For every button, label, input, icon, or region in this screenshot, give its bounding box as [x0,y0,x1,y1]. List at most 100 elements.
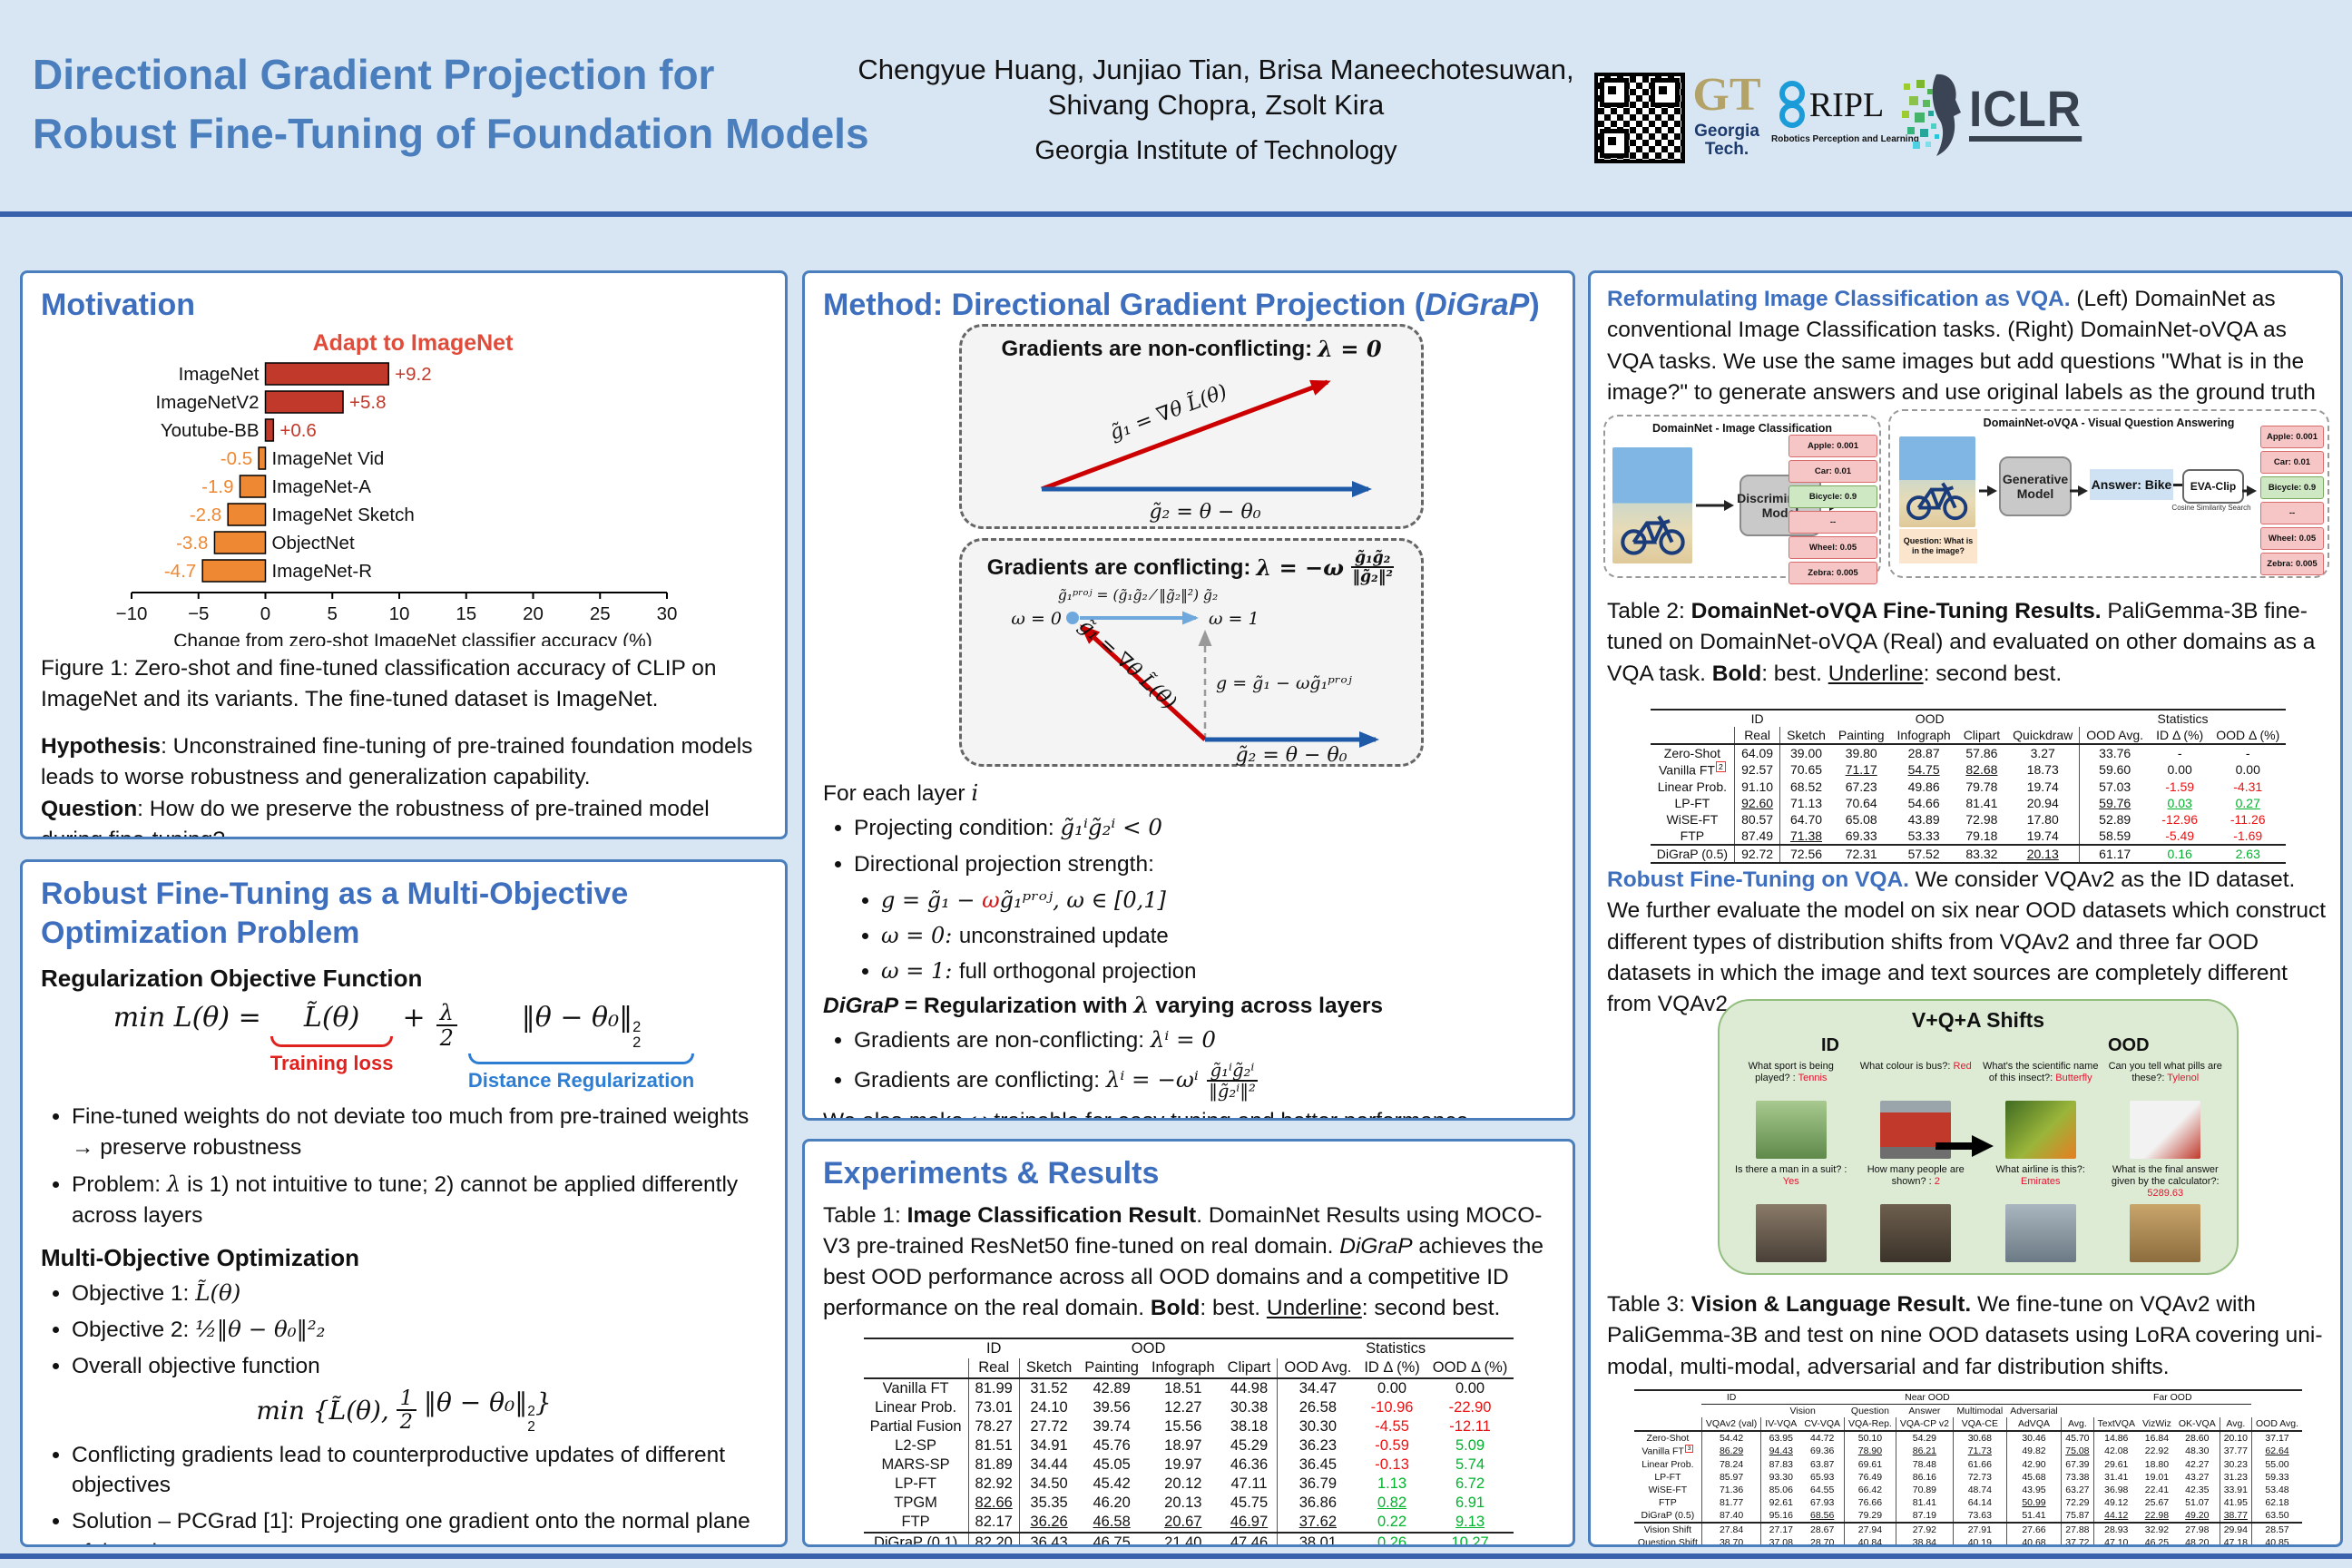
table-cell: 46.75 [1078,1531,1145,1544]
text-segment: PaliGemma-3B fine-tuned on DomainNet-oVQ… [1607,599,2316,686]
text-segment: λ [166,1170,181,1197]
photo-plane [2004,1204,2076,1262]
row-name-cell: Vision Shift [1633,1521,1702,1536]
text-segment: λ [1133,991,1150,1018]
x-axis-label: Change from zero-shot ImageNet classifie… [173,631,652,646]
table-cell: 22.41 [2144,1484,2170,1495]
table-cell: 50.99 [2005,1495,2062,1509]
table-cell: 28.57 [2250,1521,2303,1536]
table-cell: 63.50 [2250,1508,2303,1523]
sub-bullet: ω = 1: full orthogonal projection [881,956,1560,986]
text-segment: ½‖θ − θ₀‖²₂ [195,1316,326,1343]
photo-tennis [1755,1101,1827,1159]
sup: 2 [527,1404,535,1420]
ripl-subtitle: Robotics Perception and Learning [1771,134,1919,144]
g2-label: g̃₂ = θ − θ₀ [1149,501,1260,524]
ood-label: OOD [2108,1035,2150,1055]
table-cell: 54.75 [1907,762,1940,778]
column-header-cell: AdVQA [2005,1417,2062,1432]
class-score-chip: Apple: 0.001 [2260,425,2324,448]
column-header-cell: Painting [1078,1357,1145,1379]
table-cell: 57.03 [2079,778,2151,795]
table-row: MARS-SP 81.89 34.44 45.05 19.97 46.36 36.45 -0.… [864,1455,1514,1475]
row-name-cell: Question Shift [1637,1536,1698,1547]
table-cell: 20.12 [1164,1475,1202,1492]
bar [213,530,267,554]
bicycle-photo [1899,436,1975,527]
table-cell: 30.30 [1277,1416,1358,1436]
table-cell: 31.41 [2092,1470,2139,1484]
group-header-cell: Answer [1908,1406,1941,1416]
table-cell: -0.13 [1375,1455,1409,1473]
vqa-example: What airline is this?: Emirates [1978,1164,2103,1262]
table-cell: 36.26 [1018,1512,1079,1533]
group-header-cell [1634,1390,1701,1405]
table-row: Vanilla FT 3 86.29 94.43 69.36 78.90 86.21 71.7… [1634,1445,2303,1458]
table2-caption: Table 2: DomainNet-oVQA Fine-Tuning Resu… [1607,596,2329,690]
id-label: ID [1821,1035,1839,1055]
table-cell: 20.13 [1164,1494,1202,1511]
table-cell: -5.49 [2165,828,2195,843]
frac-num: 1 [396,1387,417,1412]
table-cell: 27.94 [1844,1521,1896,1536]
table-cell: 37.08 [1760,1535,1801,1544]
multiobj-subhead: Multi-Objective Optimization [41,1243,360,1271]
table-cell: 0.16 [2150,843,2210,863]
text-segment: Gradients are non-conflicting: [854,1027,1151,1053]
tick-label: −10 [116,603,148,624]
table-cell: 39.74 [1093,1417,1131,1435]
experiments-heading: Experiments & Results [823,1156,1160,1191]
table-row: Zero-Shot 64.09 39.00 39.80 28.87 57.86 3.27 33… [1651,744,2287,761]
table-cell: 40.84 [1844,1535,1896,1544]
table-cell: 49.82 [2005,1445,2062,1458]
group-header-cell [1701,1405,1760,1418]
text-segment: varying across layers [1149,993,1383,1018]
column-header-cell: Clipart [1956,727,2007,745]
text-segment: ω [969,1106,988,1121]
title-line-2: Robust Fine-Tuning of Foundation Models [33,110,869,158]
bullet: Fine-tuned weights do not deviate too mu… [72,1102,767,1163]
bar [264,389,344,414]
table-cell: 82.20 [967,1531,1020,1544]
table-cell: 66.42 [1844,1483,1896,1496]
table-cell: 75.08 [2061,1445,2094,1458]
group-header-cell [1634,1405,1701,1418]
footnote-marker: 3 [1684,1445,1694,1453]
left-panel-title: DomainNet - Image Classification [1652,422,1832,435]
bullet: Gradients are conflicting: λⁱ = −ωⁱ g̃₁ⁱ… [854,1061,1560,1102]
bar-category-label: ImageNet [179,364,260,385]
table-cell: 29.94 [2219,1521,2252,1536]
table-cell: 82.92 [967,1474,1020,1494]
row-name-cell: LP-FT [1674,795,1710,810]
table-cell: 65.08 [1845,811,1877,827]
text-segment: ω = 1: [881,957,959,984]
column-header-cell: Quickdraw [2006,727,2080,745]
text-segment: Problem: [72,1171,167,1197]
class-score-chip: Zebra: 0.005 [2260,552,2324,575]
table-cell: - [2177,746,2182,760]
table-cell: 71.38 [1779,827,1832,845]
column-header-cell: CV-VQA [1800,1417,1845,1432]
table-group-header: ID Near OOD Far OOD [1634,1390,2302,1405]
group-header-cell: OOD [1915,711,1945,726]
table-cell: -12.96 [2161,811,2198,827]
column-header-cell: Avg. [2061,1417,2094,1432]
text-segment: : best. [1761,661,1828,686]
method-bullets: Projecting condition: g̃₁ⁱg̃₂ⁱ < 0 Direc… [823,812,1560,986]
table-cell: 24.10 [1018,1397,1079,1417]
author-block: Chengyue Huang, Junjiao Tian, Brisa Mane… [844,53,1588,166]
table-cell: 40.68 [2005,1535,2062,1544]
figure1-bar-chart: Adapt to ImageNet ImageNet +9.2 ImageNetV2 +… [41,327,767,646]
authors-line-1: Chengyue Huang, Junjiao Tian, Brisa Mane… [858,54,1574,85]
table-cell: 47.10 [2092,1535,2139,1544]
plus-sign: + [402,1002,426,1034]
column-header-cell: Painting [1831,727,1891,745]
text-segment: g̃₁ⁱg̃₂ⁱ < 0 [1060,814,1163,840]
table-cell: 0.26 [1357,1531,1426,1544]
table-row: DiGraP (0.5) 92.72 72.56 72.31 57.52 83.32 20.… [1650,843,2287,863]
table-row: WiSE-FT 71.36 85.06 64.55 66.42 70.89 48.74 43.… [1634,1483,2303,1496]
table-row: LP-FT 92.60 71.13 70.64 54.66 81.41 20.94 59.76… [1651,794,2287,811]
group-header-cell: Far OOD [2093,1390,2252,1405]
vqa-example: What's the scientific name of this insec… [1978,1061,2103,1159]
